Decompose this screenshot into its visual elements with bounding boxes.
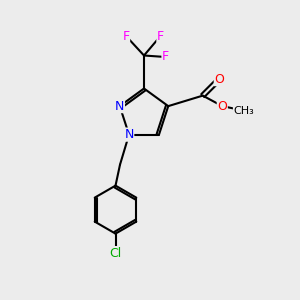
Text: Cl: Cl <box>110 247 122 260</box>
Text: O: O <box>217 100 227 112</box>
Text: CH₃: CH₃ <box>233 106 254 116</box>
Text: F: F <box>157 29 164 43</box>
Text: N: N <box>124 128 134 141</box>
Text: F: F <box>162 50 169 64</box>
Text: O: O <box>214 73 224 85</box>
Text: F: F <box>122 29 130 43</box>
Text: N: N <box>115 100 124 112</box>
